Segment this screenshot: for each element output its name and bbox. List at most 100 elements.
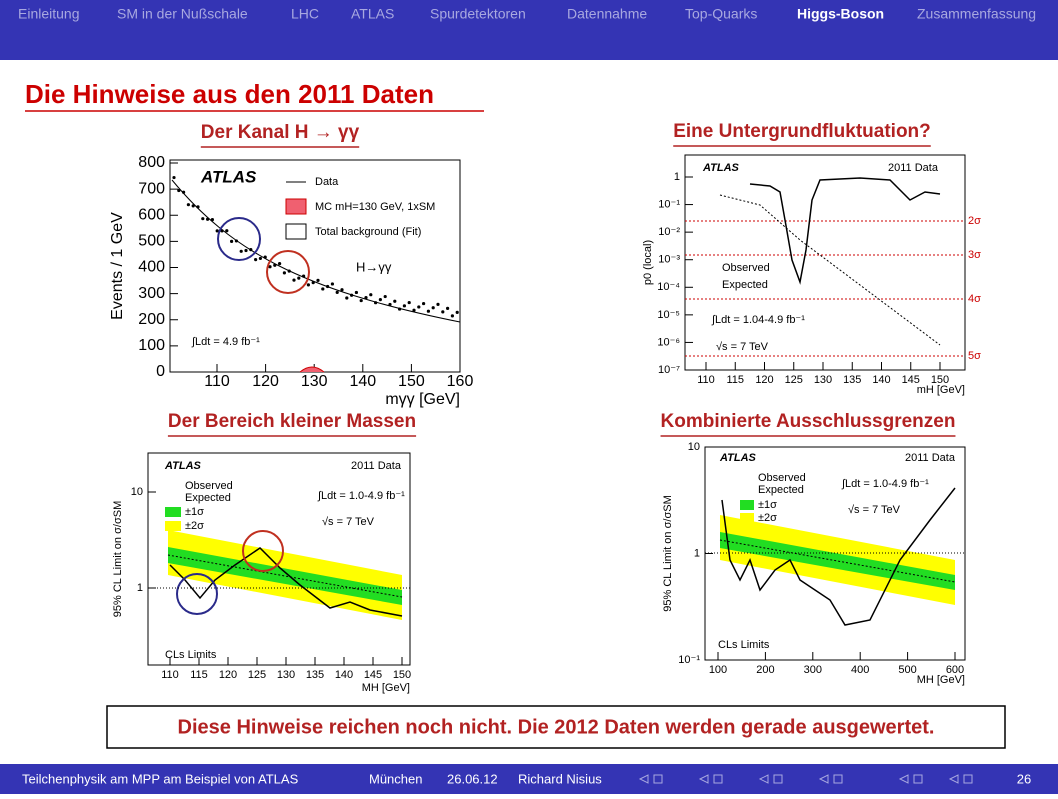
- nav-item: Datennahme: [567, 6, 647, 22]
- data-point: [450, 314, 454, 318]
- observed: [721, 487, 956, 626]
- x-tick-label: 150: [931, 374, 949, 386]
- x-tick-label: 135: [306, 669, 324, 681]
- legend-swatch: [285, 223, 307, 240]
- y-tick-label: 10⁻⁷: [658, 364, 680, 376]
- x-axis-label: mH [GeV]: [917, 384, 965, 396]
- y-tick-label: 300: [138, 285, 165, 302]
- x-tick-label: 120: [755, 374, 773, 386]
- x-tick-label: 150: [393, 669, 411, 681]
- x-tick-label: 600: [946, 664, 964, 676]
- data-point: [287, 269, 291, 273]
- data-point: [177, 188, 181, 193]
- data-point: [201, 217, 205, 221]
- x-axis-label: MH [GeV]: [362, 682, 410, 694]
- y-tick-label: 200: [138, 311, 165, 328]
- data-point: [297, 276, 301, 280]
- y-tick-label: 10⁻¹: [678, 654, 700, 666]
- panel-heading: Kombinierte Ausschlussgrenzen: [661, 411, 956, 432]
- data-point: [311, 281, 315, 285]
- data-point: [225, 229, 229, 233]
- data-point: [234, 239, 238, 243]
- data-point: [210, 218, 214, 222]
- x-tick-label: 400: [851, 664, 869, 676]
- y-tick-label: 10⁻³: [658, 254, 680, 266]
- data-point: [330, 282, 334, 286]
- plot-text: ATLAS: [719, 452, 757, 464]
- data-point: [244, 248, 248, 253]
- plot-text: Expected: [185, 492, 231, 504]
- plot-text: CLs Limits: [718, 639, 770, 651]
- x-tick-label: 125: [785, 374, 803, 386]
- sigma-label: 2σ: [968, 215, 981, 227]
- observed: [749, 177, 941, 285]
- plot-text: ±2σ: [185, 520, 204, 532]
- y-tick-label: 10⁻⁵: [657, 309, 680, 321]
- x-tick-label: 120: [219, 669, 237, 681]
- plot-text: Observed: [722, 262, 770, 274]
- panel-heading: Eine Untergrundfluktuation?: [673, 121, 931, 142]
- y-axis-label: p0 (local): [642, 240, 654, 285]
- nav-icon: [948, 774, 973, 784]
- plot-text: √s = 7 TeV: [848, 504, 901, 516]
- y-tick-label: 100: [138, 337, 165, 354]
- y-tick-label: 1: [674, 171, 680, 183]
- data-point: [359, 298, 363, 303]
- data-point: [345, 296, 349, 300]
- x-tick-label: 125: [248, 669, 266, 681]
- y-tick-label: 10⁻²: [658, 226, 680, 238]
- plot-frame: [147, 452, 411, 666]
- slide-title: Die Hinweise aus den 2011 Daten: [25, 79, 434, 109]
- plot-text: ∫Ldt = 1.0-4.9 fb⁻¹: [317, 490, 405, 502]
- highlight: [176, 573, 218, 615]
- data-point: [441, 310, 445, 314]
- data-point: [431, 306, 435, 310]
- plot-text: CLs Limits: [165, 649, 217, 661]
- nav-icon: [758, 774, 783, 784]
- footer-bar: [0, 764, 1058, 794]
- x-axis-label: MH [GeV]: [917, 674, 965, 686]
- data-point: [268, 265, 272, 269]
- data-point: [220, 229, 224, 233]
- data-point: [369, 293, 373, 297]
- legend-swatch: [285, 198, 307, 215]
- sigma-label: 5σ: [968, 350, 981, 362]
- header-bar: [0, 0, 1058, 60]
- nav-item: LHC: [291, 6, 319, 22]
- plot-frame: [684, 154, 966, 371]
- data-point: [172, 175, 176, 180]
- data-point: [282, 271, 286, 275]
- data-point: [182, 190, 186, 194]
- plot-text: ±1σ: [185, 506, 204, 518]
- data-point: [254, 257, 258, 262]
- y-axis-label: 95% CL Limit on σ/σSM: [662, 495, 674, 612]
- signal: [299, 366, 325, 373]
- data-point: [191, 204, 195, 208]
- nav-item: Higgs-Boson: [797, 6, 884, 22]
- x-tick-label: 140: [335, 669, 353, 681]
- expected: [719, 194, 941, 346]
- y-tick-label: 0: [156, 363, 165, 380]
- footer-item: Teilchenphysik am MPP am Beispiel von AT…: [22, 771, 299, 786]
- plot-text: ATLAS: [164, 460, 202, 472]
- highlight: [217, 217, 261, 261]
- nav-icon: [898, 774, 923, 784]
- plot-text: ±2σ: [758, 512, 777, 524]
- data-point: [239, 249, 243, 253]
- data-point: [302, 274, 306, 278]
- x-tick-label: 160: [447, 373, 474, 390]
- x-tick-label: 140: [349, 373, 376, 390]
- data-point: [278, 262, 282, 266]
- data-point: [340, 288, 344, 292]
- plot-text: √s = 7 TeV: [322, 516, 375, 528]
- y-tick-label: 1: [694, 547, 700, 559]
- data-point: [186, 203, 190, 207]
- nav-icon: [638, 774, 663, 784]
- x-tick-label: 145: [364, 669, 382, 681]
- plot-text: Observed: [185, 480, 233, 492]
- data-point: [326, 284, 330, 289]
- nav-item: Einleitung: [18, 6, 80, 22]
- page-number: 26: [1017, 771, 1031, 786]
- nav-item: Spurdetektoren: [430, 6, 526, 22]
- x-tick-label: 130: [277, 669, 295, 681]
